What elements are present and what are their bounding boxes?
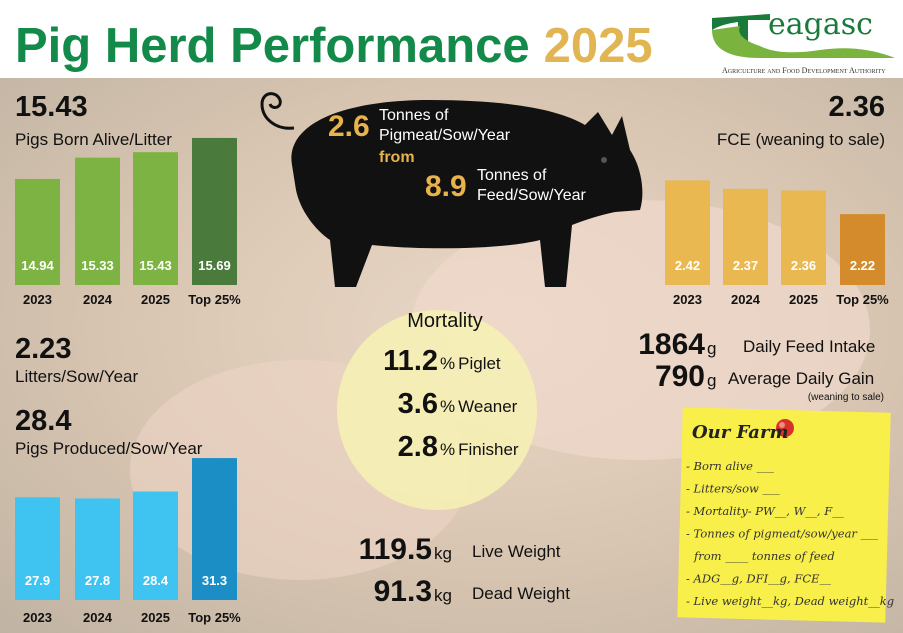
weight-value: 119.5: [359, 533, 432, 566]
note-line: - Litters/sow ___: [686, 482, 780, 496]
bar-value-label: 28.4: [143, 573, 169, 588]
bar: [75, 157, 120, 285]
note-pin-shine: [779, 422, 785, 428]
bar-value-label: 31.3: [202, 573, 227, 588]
weight-value: 91.3: [374, 575, 432, 608]
headline-value: 28.4: [15, 405, 71, 437]
litters-label: Litters/Sow/Year: [15, 367, 138, 386]
note-title: Our Farm: [692, 422, 789, 443]
feed-value: 8.9: [425, 170, 467, 203]
bar: [15, 497, 60, 600]
our-farm-note: [677, 407, 891, 623]
category-label: 2023: [23, 610, 52, 625]
feed-stat-label: Daily Feed Intake: [743, 337, 875, 356]
category-label: Top 25%: [836, 292, 889, 307]
bar: [665, 180, 710, 285]
pigmeat-value: 2.6: [328, 110, 370, 143]
feed-label: Tonnes of: [477, 167, 547, 184]
pigmeat-label: Pigmeat/Sow/Year: [379, 127, 511, 144]
bar-value-label: 15.43: [139, 258, 172, 273]
category-label: 2023: [23, 292, 52, 307]
bar-value-label: 2.37: [733, 258, 758, 273]
bar-value-label: 2.22: [850, 258, 875, 273]
bar: [15, 178, 60, 285]
note-paper: [677, 407, 891, 623]
bar-value-label: 15.69: [198, 258, 231, 273]
bar-value-label: 27.8: [85, 573, 110, 588]
bar: [133, 491, 178, 600]
weight-label: Dead Weight: [472, 584, 570, 603]
category-label: 2025: [141, 292, 170, 307]
title-text: Pig Herd Performance: [15, 19, 530, 73]
chart-title: Pigs Born Alive/Litter: [15, 130, 172, 149]
bar: [133, 152, 178, 285]
mortality-category: Finisher: [458, 440, 519, 459]
title: Pig Herd Performance 2025: [15, 19, 653, 73]
mortality-label: % Piglet: [440, 354, 501, 373]
mortality-label: % Finisher: [440, 440, 519, 459]
category-label: 2025: [789, 292, 818, 307]
feed-stat-unit: g: [707, 339, 716, 358]
from-label: from: [379, 149, 415, 166]
mortality-label: % Weaner: [440, 397, 518, 416]
mortality-value: 3.6: [398, 388, 438, 420]
category-label: 2024: [731, 292, 761, 307]
feed-note: (weaning to sale): [808, 392, 884, 403]
category-label: 2024: [83, 610, 113, 625]
category-label: 2024: [83, 292, 113, 307]
weight-unit: kg: [434, 544, 452, 563]
category-label: 2025: [141, 610, 170, 625]
bar: [840, 214, 885, 285]
bar-value-label: 2.42: [675, 258, 700, 273]
litters-value: 2.23: [15, 333, 71, 365]
headline-value: 15.43: [15, 91, 88, 123]
pigmeat-label: Tonnes of: [379, 107, 449, 124]
feed-stat-label: Average Daily Gain: [728, 369, 874, 388]
feed-label: Feed/Sow/Year: [477, 187, 586, 204]
note-line: - Live weight__kg, Dead weight__kg: [686, 594, 894, 608]
mortality-category: Weaner: [458, 397, 518, 416]
mortality-title: Mortality: [407, 310, 483, 332]
mortality-unit: %: [440, 397, 455, 416]
note-line: from ____ tonnes of feed: [693, 549, 835, 563]
chart-title: Pigs Produced/Sow/Year: [15, 439, 203, 458]
mortality-unit: %: [440, 354, 455, 373]
weight-unit: kg: [434, 586, 452, 605]
headline-value: 2.36: [829, 91, 885, 123]
chart-title: FCE (weaning to sale): [717, 130, 885, 149]
header-band: [0, 0, 903, 78]
note-line: - Mortality- PW__, W__, F__: [686, 504, 844, 518]
category-label: 2023: [673, 292, 702, 307]
bar: [75, 498, 120, 600]
mortality-value: 2.8: [398, 431, 438, 463]
category-label: Top 25%: [188, 610, 241, 625]
bar-value-label: 15.33: [81, 258, 114, 273]
category-label: Top 25%: [188, 292, 241, 307]
pig-silhouette: [260, 92, 643, 287]
note-line: - Born alive ___: [686, 459, 774, 473]
bar: [192, 458, 237, 600]
logo: eagasc Agriculture and Food Development …: [712, 7, 895, 75]
logo-text: eagasc: [768, 7, 873, 42]
mortality-circle: [337, 310, 537, 510]
mortality-value: 11.2: [383, 345, 438, 377]
bar-value-label: 14.94: [21, 258, 54, 273]
mortality-unit: %: [440, 440, 455, 459]
bar: [723, 188, 768, 285]
logo-subtitle: Agriculture and Food Development Authori…: [722, 66, 886, 75]
weight-label: Live Weight: [472, 542, 561, 561]
note-line: - Tonnes of pigmeat/sow/year ___: [686, 527, 878, 541]
bar-value-label: 2.36: [791, 258, 816, 273]
bar: [192, 137, 237, 285]
bar-value-label: 27.9: [25, 573, 50, 588]
note-line: - ADG__g, DFI__g, FCE__: [686, 572, 831, 586]
bar: [781, 190, 826, 285]
feed-stat-value: 1864: [638, 328, 705, 361]
mortality-category: Piglet: [458, 354, 501, 373]
feed-stat-unit: g: [707, 371, 716, 390]
title-year: 2025: [544, 19, 653, 73]
feed-stat-value: 790: [655, 360, 705, 393]
